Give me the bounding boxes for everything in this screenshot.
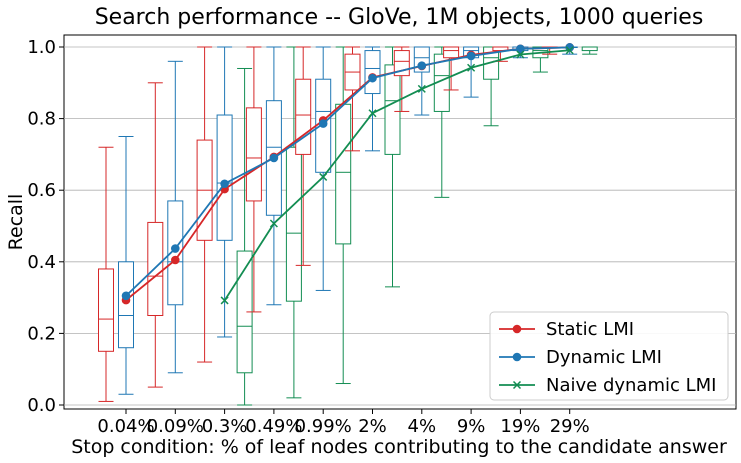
box-naive-dynamic-lmi-4 <box>335 46 352 385</box>
box-iqr <box>98 268 114 352</box>
box-dynamic-lmi-3 <box>265 46 282 306</box>
legend-label: Dynamic LMI <box>546 347 662 368</box>
box-iqr <box>245 107 262 202</box>
x-tick-label: 0.09% <box>147 416 204 437</box>
box-dynamic-lmi-5 <box>364 46 381 152</box>
box-static-lmi-3 <box>245 46 262 313</box>
box-naive-dynamic-lmi-7 <box>483 46 500 127</box>
box-iqr <box>335 103 352 245</box>
box-naive-dynamic-lmi-8 <box>532 46 549 73</box>
box-dynamic-lmi-6 <box>413 46 430 116</box>
box-iqr <box>295 78 312 155</box>
y-tick-label: 0.0 <box>27 395 56 416</box>
y-tick-label: 0.8 <box>27 109 56 130</box>
mean-point <box>171 255 180 265</box>
box-static-lmi-5 <box>344 46 361 152</box>
x-tick-label: 0.3% <box>202 416 248 437</box>
x-tick-label: 0.49% <box>245 416 302 437</box>
legend-label: Static LMI <box>546 319 634 340</box>
y-axis-label: Recall <box>5 194 27 251</box>
legend-marker <box>512 352 522 362</box>
y-tick-label: 0.2 <box>27 323 56 344</box>
mean-point <box>368 109 377 118</box>
mean-lines <box>121 43 575 305</box>
mean-point <box>417 61 427 70</box>
mean-point <box>565 46 574 55</box>
box-iqr <box>285 146 302 302</box>
mean-point <box>417 84 426 93</box>
x-tick-label: 0.99% <box>295 416 352 437</box>
mean-line <box>125 46 570 297</box>
plot-frame <box>63 34 737 410</box>
x-tick-label: 2% <box>358 416 387 437</box>
box-naive-dynamic-lmi-9 <box>581 46 598 55</box>
box-iqr <box>216 114 233 241</box>
box-plots <box>98 46 598 406</box>
box-static-lmi-0 <box>98 146 114 402</box>
x-tick-label: 0.04% <box>97 416 154 437</box>
box-dynamic-lmi-1 <box>167 60 184 374</box>
legend-item: Static LMI <box>499 319 634 340</box>
legend-marker <box>512 380 522 390</box>
legend-item: Dynamic LMI <box>499 347 662 368</box>
y-tick-label: 0.6 <box>27 180 56 201</box>
mean-point <box>220 179 229 189</box>
mean-point <box>171 244 180 253</box>
mean-point <box>269 219 278 228</box>
box-static-lmi-7 <box>443 46 460 91</box>
x-tick-label: 9% <box>457 416 486 437</box>
box-iqr <box>443 46 460 59</box>
mean-point <box>319 172 328 181</box>
box-iqr <box>118 261 134 349</box>
series-dynamic-lmi <box>121 43 575 301</box>
y-tick-label: 1.0 <box>27 37 56 58</box>
x-tick-label: 29% <box>550 416 590 437</box>
box-static-lmi-1 <box>147 82 164 388</box>
mean-line <box>223 49 570 301</box>
box-dynamic-lmi-2 <box>216 46 233 338</box>
legend-frame <box>489 311 729 401</box>
chart-title: Search performance -- GloVe, 1M objects,… <box>95 5 704 30</box>
x-axis-ticks: 0.04%0.09%0.3%0.49%0.99% 2% 4% 9% 19% 29% <box>97 409 590 437</box>
mean-point <box>466 51 476 61</box>
mean-point <box>220 296 229 305</box>
mean-point <box>121 291 131 301</box>
box-iqr <box>581 46 598 52</box>
box-naive-dynamic-lmi-5 <box>384 46 401 288</box>
mean-point <box>269 153 279 163</box>
x-tick-label: 19% <box>500 416 540 437</box>
legend: Static LMI Dynamic LMI Naive dynamic LMI <box>489 311 729 401</box>
mean-point <box>516 50 525 59</box>
box-iqr <box>364 50 381 95</box>
series-naive-dynamic-lmi <box>220 46 574 305</box>
legend-items: Static LMI Dynamic LMI Naive dynamic LMI <box>499 319 716 396</box>
x-tick-label: 4% <box>408 416 437 437</box>
legend-marker <box>512 324 522 334</box>
mean-point <box>467 63 476 72</box>
box-naive-dynamic-lmi-3 <box>285 46 302 399</box>
y-axis-ticks: 0.0 0.2 0.4 0.6 0.8 1.0 <box>27 37 64 416</box>
legend-label: Naive dynamic LMI <box>546 375 716 396</box>
mean-point <box>368 73 377 83</box>
mean-point <box>318 119 328 128</box>
box-naive-dynamic-lmi-2 <box>236 67 253 406</box>
legend-item: Naive dynamic LMI <box>499 375 716 396</box>
y-tick-label: 0.4 <box>27 252 56 273</box>
box-iqr <box>384 64 401 155</box>
box-dynamic-lmi-0 <box>118 136 134 395</box>
x-axis-label: Stop condition: % of leaf nodes contribu… <box>71 436 727 458</box>
mean-point <box>516 44 525 54</box>
box-naive-dynamic-lmi-6 <box>433 46 450 198</box>
